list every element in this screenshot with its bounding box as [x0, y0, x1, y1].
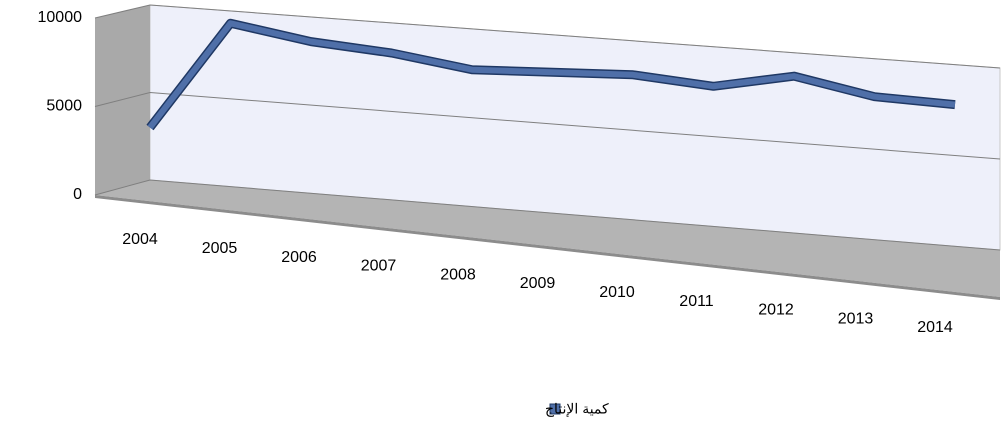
- floor: [95, 180, 1000, 297]
- grid-line: [94, 4, 1001, 69]
- x-tick-label: 2010: [599, 284, 635, 301]
- x-tick-label: 2004: [122, 231, 158, 248]
- y-tick-label: 10000: [38, 9, 83, 26]
- legend-swatch: [549, 403, 561, 415]
- grid-line: [94, 91, 1001, 160]
- x-tick-label: 2011: [679, 293, 714, 310]
- y-tick-label: 0: [73, 186, 82, 203]
- x-tick-label: 2008: [440, 266, 476, 283]
- legend-label: كمية الإنتاج: [545, 401, 609, 418]
- x-tick-label: 2006: [281, 249, 317, 266]
- x-tick-label: 2007: [361, 258, 397, 275]
- grid-line: [94, 179, 1001, 251]
- y-tick-label: 5000: [46, 98, 82, 115]
- x-tick-label: 2005: [202, 240, 238, 257]
- x-tick-label: 2013: [838, 310, 874, 327]
- line: [147, 20, 956, 130]
- x-tick-label: 2009: [520, 275, 556, 292]
- x-tick-label: 2014: [917, 319, 953, 336]
- floor-edge: [95, 195, 1000, 300]
- x-tick-label: 2012: [758, 302, 794, 319]
